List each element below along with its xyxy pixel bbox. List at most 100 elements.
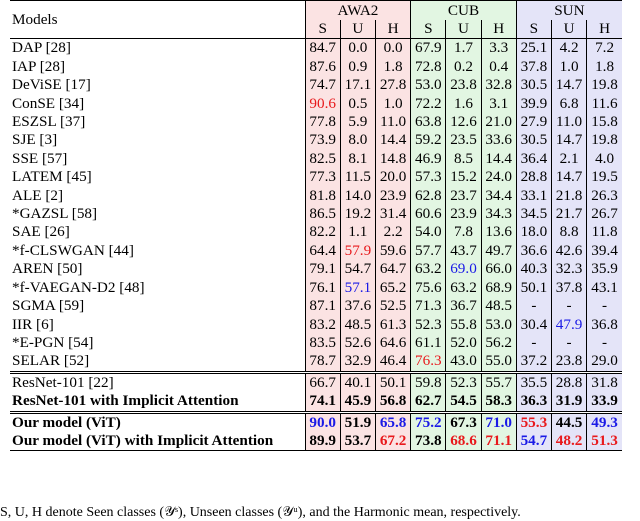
value-cell: 83.5 [304, 333, 341, 353]
group-header-cub: CUB [410, 0, 517, 20]
value-cell: 25.1 [515, 38, 552, 58]
value-cell: - [550, 297, 587, 316]
value-cell: 43.7 [445, 241, 482, 261]
value-cell: 1.1 [339, 223, 376, 242]
model-name-cell: Our model (ViT) with Implicit Attention [10, 431, 306, 452]
model-name-cell: ConSE [34] [12, 94, 85, 112]
model-name-cell: LATEM [45] [12, 168, 92, 186]
value-cell: 24.0 [480, 168, 517, 187]
value-cell: 48.2 [550, 431, 587, 452]
value-cell: 71.1 [480, 431, 517, 452]
value-cell: 8.1 [339, 149, 376, 169]
table-row: ResNet-101 [22] 66.7 40.1 50.1 59.8 52.3 55.7 3… [10, 370, 622, 393]
value-cell: 43.1 [586, 278, 622, 298]
value-cell: 65.2 [374, 278, 411, 298]
value-cell: 82.2 [304, 223, 341, 242]
value-cell: 71.0 [480, 410, 517, 432]
value-cell: 67.3 [445, 410, 482, 432]
value-cell: 61.1 [410, 333, 446, 353]
value-cell: 31.8 [586, 370, 622, 393]
value-cell: 68.6 [445, 431, 482, 452]
value-cell: 51.3 [586, 431, 622, 452]
value-cell: 2.2 [374, 223, 411, 242]
value-cell: 57.1 [339, 278, 376, 298]
table-row: SJE [3] 73.9 8.0 14.4 59.2 23.5 33.6 30.5 14.7 19… [10, 131, 622, 150]
value-cell: 36.3 [515, 392, 552, 413]
value-cell: 75.2 [410, 410, 446, 432]
value-cell: 52.3 [445, 370, 482, 393]
table-row: SGMA [59] 87.1 37.6 52.5 71.3 36.7 48.5- - - [10, 297, 622, 316]
value-cell: 26.3 [586, 186, 622, 206]
model-name-cell: SELAR [52] [12, 352, 90, 370]
value-cell: 49.3 [586, 410, 622, 432]
value-cell: 15.8 [586, 113, 622, 132]
value-cell: 87.1 [304, 297, 341, 316]
metric-header: H [480, 20, 517, 40]
model-name-cell: IAP [28] [12, 57, 66, 75]
value-cell: 26.7 [586, 205, 622, 224]
value-cell: 27.9 [515, 113, 552, 132]
value-cell: 3.1 [480, 94, 517, 114]
value-cell: 55.7 [480, 370, 517, 393]
value-cell: 43.0 [445, 352, 482, 373]
value-cell: 33.1 [515, 186, 552, 206]
value-cell: 0.4 [480, 57, 517, 77]
metric-header: H [586, 20, 622, 40]
value-cell: 72.8 [410, 57, 446, 77]
value-cell: 1.0 [550, 57, 587, 77]
model-name-cell: SJE [3] [12, 131, 58, 149]
value-cell: 89.9 [304, 431, 341, 452]
metric-header: S [515, 20, 552, 40]
model-name-cell: ResNet-101 [22] [10, 370, 306, 393]
value-cell: 36.8 [586, 315, 622, 334]
value-cell: 11.5 [339, 168, 376, 187]
value-cell: 52.0 [445, 333, 482, 353]
value-cell: 36.7 [445, 297, 482, 316]
value-cell: 23.9 [445, 205, 482, 224]
results-table-body: DAP [28] 84.7 0.0 0.0 67.9 1.7 3.3 25.1 4.2 7.2 IA… [10, 38, 622, 452]
value-cell: 48.5 [480, 297, 517, 316]
header-row-groups: Models AWA2 CUB SUN [10, 0, 622, 39]
value-cell: 66.0 [480, 260, 517, 279]
value-cell: 59.2 [410, 131, 446, 150]
model-name-cell: ALE [2] [12, 186, 64, 204]
value-cell: 0.2 [445, 57, 482, 77]
value-cell: 23.8 [445, 76, 482, 95]
value-cell: 49.7 [480, 241, 517, 261]
metric-header: H [374, 20, 411, 40]
value-cell: - [515, 333, 552, 353]
value-cell: 35.9 [586, 260, 622, 279]
model-name-cell: SSE [57] [12, 149, 68, 167]
table-footnote: S, U, H denote Seen classes (𝒴ˢ), Unseen… [0, 505, 521, 520]
value-cell: 12.6 [445, 113, 482, 132]
value-cell: 35.5 [515, 370, 552, 393]
model-name-cell: DeViSE [17] [12, 76, 91, 94]
value-cell: 57.3 [410, 168, 446, 187]
value-cell: 82.5 [304, 149, 341, 169]
models-header: Models [10, 0, 306, 39]
value-cell: 55.3 [515, 410, 552, 432]
table-row: *GAZSL [58] 86.5 19.2 31.4 60.6 23.9 34.3 34.5 2… [10, 205, 622, 224]
value-cell: 54.7 [515, 431, 552, 452]
group-header-awa2: AWA2 [304, 0, 411, 20]
value-cell: 90.0 [304, 410, 341, 432]
value-cell: 46.4 [374, 352, 411, 373]
model-name-cell: *f-CLSWGAN [44] [12, 241, 134, 259]
value-cell: 30.5 [515, 76, 552, 95]
value-cell: 73.8 [410, 431, 446, 452]
value-cell: 37.8 [515, 57, 552, 77]
value-cell: 14.7 [550, 131, 587, 150]
value-cell: 47.9 [550, 315, 587, 334]
model-name-cell: *f-VAEGAN-D2 [48] [12, 278, 145, 296]
value-cell: 23.8 [550, 352, 587, 373]
table-row: ResNet-101 with Implicit Attention 74.1 45… [10, 392, 622, 413]
model-name-cell: ESZSL [37] [12, 113, 86, 131]
value-cell: 27.8 [374, 76, 411, 95]
value-cell: 51.9 [339, 410, 376, 432]
value-cell: 20.0 [374, 168, 411, 187]
value-cell: - [586, 297, 622, 316]
value-cell: 58.3 [480, 392, 517, 413]
value-cell: 31.4 [374, 205, 411, 224]
value-cell: 34.5 [515, 205, 552, 224]
value-cell: 23.5 [445, 131, 482, 150]
